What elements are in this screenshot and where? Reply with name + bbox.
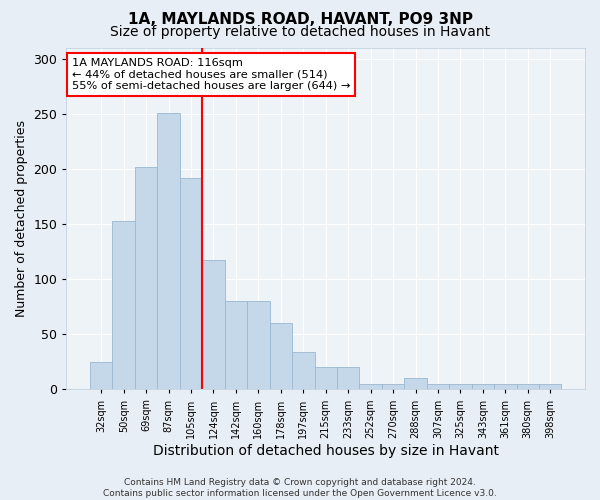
Bar bbox=[382, 384, 404, 390]
Bar bbox=[427, 384, 449, 390]
Text: Contains HM Land Registry data © Crown copyright and database right 2024.
Contai: Contains HM Land Registry data © Crown c… bbox=[103, 478, 497, 498]
Bar bbox=[225, 301, 247, 390]
Text: Size of property relative to detached houses in Havant: Size of property relative to detached ho… bbox=[110, 25, 490, 39]
Bar bbox=[269, 323, 292, 390]
Bar bbox=[359, 384, 382, 390]
Bar bbox=[135, 166, 157, 390]
Bar bbox=[292, 352, 314, 390]
Bar bbox=[472, 384, 494, 390]
Bar bbox=[314, 368, 337, 390]
Bar bbox=[494, 384, 517, 390]
Bar bbox=[539, 384, 562, 390]
Bar bbox=[90, 362, 112, 390]
X-axis label: Distribution of detached houses by size in Havant: Distribution of detached houses by size … bbox=[153, 444, 499, 458]
Text: 1A, MAYLANDS ROAD, HAVANT, PO9 3NP: 1A, MAYLANDS ROAD, HAVANT, PO9 3NP bbox=[128, 12, 473, 28]
Bar bbox=[112, 220, 135, 390]
Text: 1A MAYLANDS ROAD: 116sqm
← 44% of detached houses are smaller (514)
55% of semi-: 1A MAYLANDS ROAD: 116sqm ← 44% of detach… bbox=[71, 58, 350, 91]
Y-axis label: Number of detached properties: Number of detached properties bbox=[15, 120, 28, 317]
Bar bbox=[404, 378, 427, 390]
Bar bbox=[180, 178, 202, 390]
Bar bbox=[337, 368, 359, 390]
Bar bbox=[247, 301, 269, 390]
Bar bbox=[517, 384, 539, 390]
Bar bbox=[157, 112, 180, 390]
Bar bbox=[449, 384, 472, 390]
Bar bbox=[202, 260, 225, 390]
